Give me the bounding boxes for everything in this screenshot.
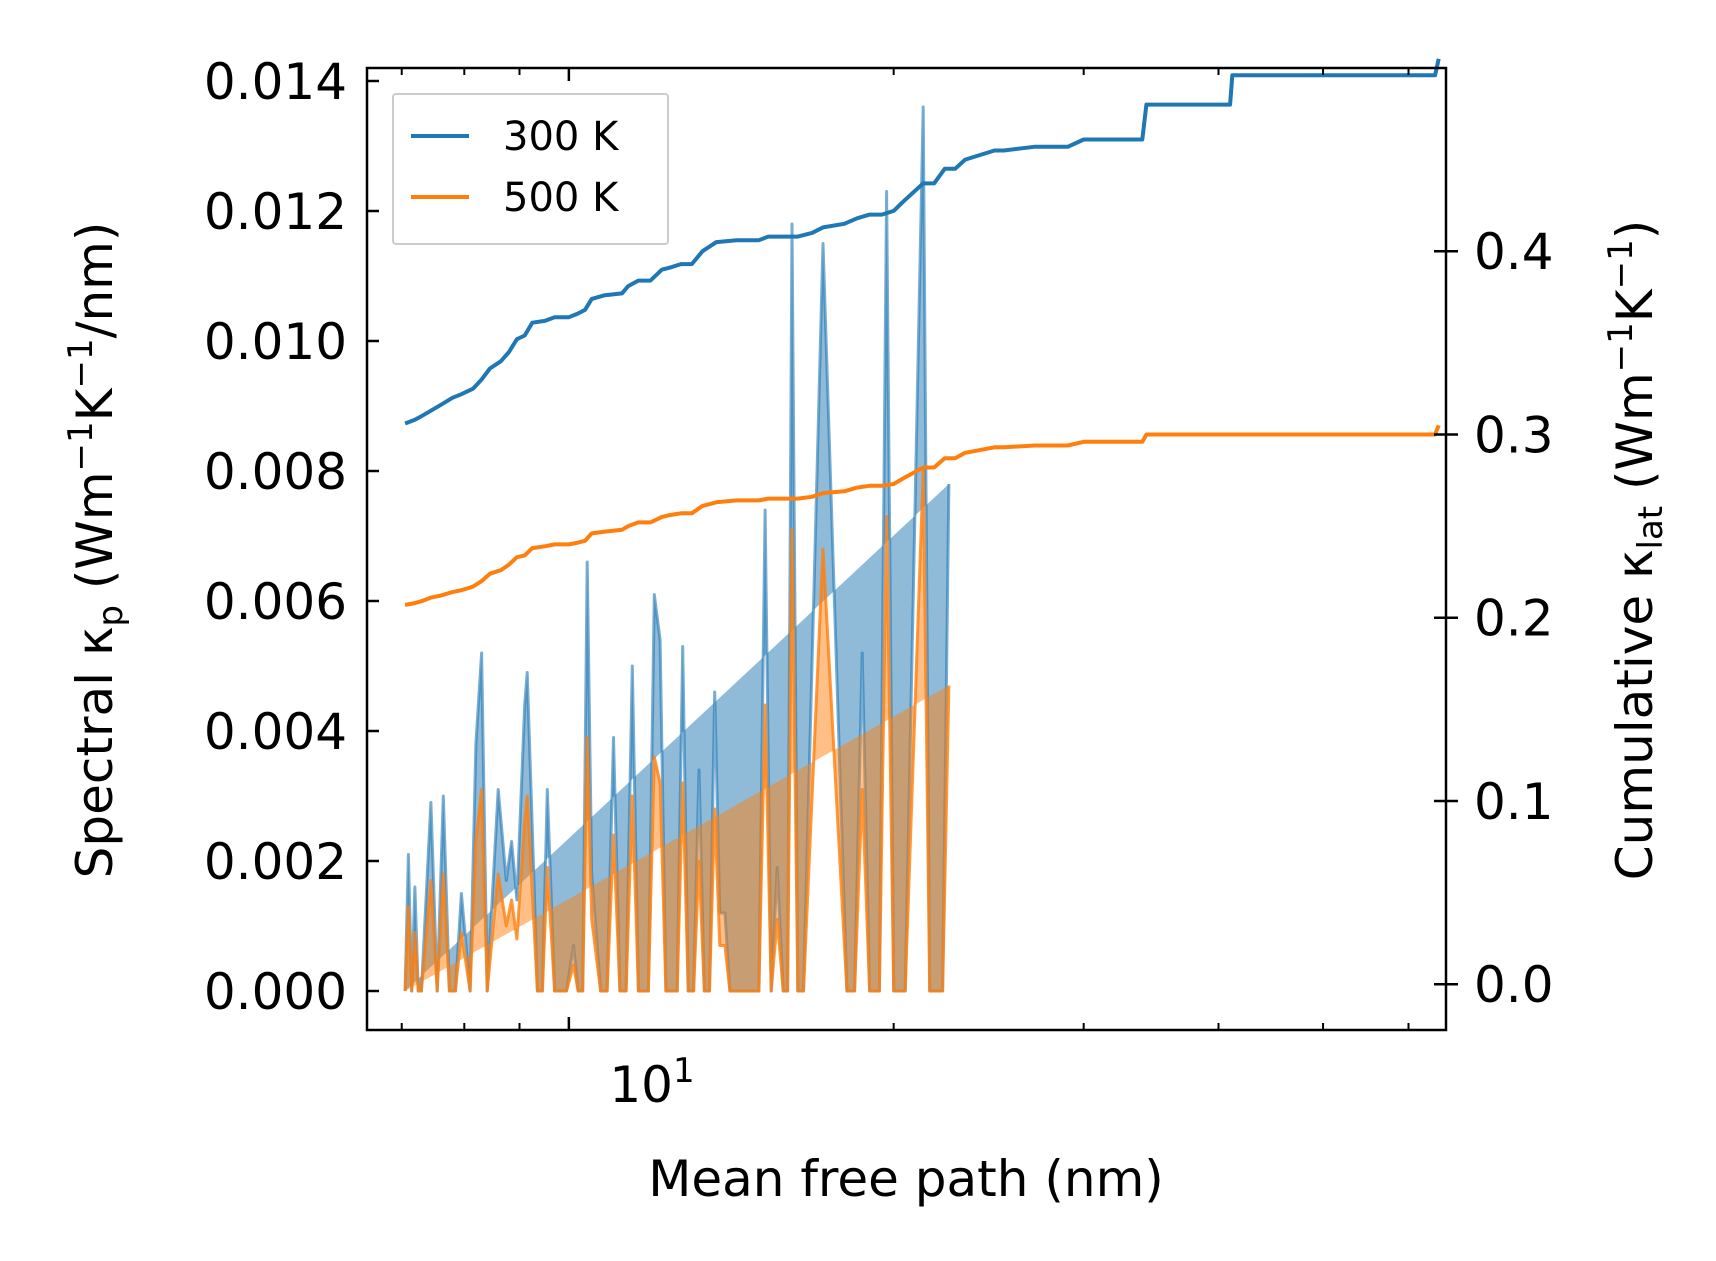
y-right-tick-label: 0.3 [1474,406,1554,464]
x-tick-label-10: 101 [609,1051,694,1114]
legend-label-500k: 500 K [503,175,620,221]
y-right-tick-label: 0.4 [1474,223,1554,281]
y-left-tick-label: 0.010 [204,313,347,371]
y-left-tick-label: 0.004 [204,703,347,761]
y-left-tick-label: 0.002 [204,833,347,891]
spectral-series-layer [403,105,951,993]
y-left-tick-label: 0.012 [204,183,347,241]
y-right-tick-label: 0.0 [1474,956,1554,1014]
x-axis-title: Mean free path (nm) [648,1150,1164,1208]
legend-label-300k: 300 K [503,114,620,160]
legend: 300 K 500 K [392,93,669,245]
spectral-area-500k [405,471,949,991]
y-left-tick-label: 0.014 [204,53,347,111]
cumulative-series-layer [404,58,1441,607]
spectral-line-500k [403,469,951,993]
plot-frame [365,66,1448,1032]
legend-box [392,93,669,245]
ticks-layer: 0.000 0.002 0.004 0.006 0.008 0.010 0.012 0.014… [204,53,1554,1030]
y-right-tick-label: 0.2 [1474,590,1554,648]
y-axis-right-title: Cumulative κlat (Wm−1K−1) [1601,220,1671,880]
y-left-tick-label: 0.000 [204,963,347,1021]
y-right-tick-label: 0.1 [1474,773,1554,831]
y-left-tick-label: 0.008 [204,443,347,501]
cumulative-line-300k [404,58,1441,426]
y-axis-left-title: Spectral κp (Wm−1K−1/nm) [61,222,131,879]
cumulative-line-500k [404,424,1441,607]
y-left-tick-label: 0.006 [204,573,347,631]
